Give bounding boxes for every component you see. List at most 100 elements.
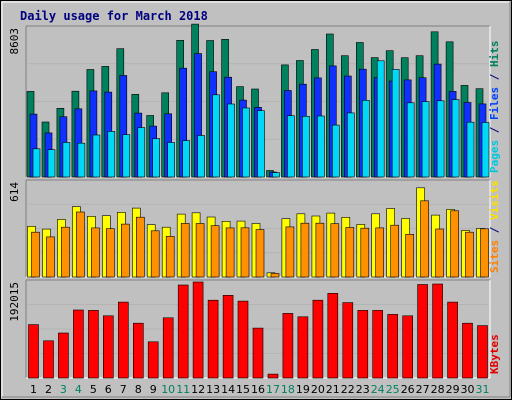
series-legend: Pages / Files / Hits [488,41,501,174]
x-tick-label: 23 [356,383,370,396]
bar-kbytes-day-26 [402,315,414,379]
y-max-label: 614 [8,182,21,202]
bar-sites-day-15 [240,227,250,278]
x-tick-label: 21 [326,383,340,396]
bar-sites-day-14 [225,227,235,278]
legend-part: Sites [488,240,501,273]
bar-kbytes-day-11 [177,284,189,379]
x-tick-label: 18 [281,383,295,396]
bar-kbytes-day-15 [237,300,249,379]
panel-hits_files_pages: 8603 Pages / Files / Hits [8,23,501,178]
bar-sites-day-26 [405,234,415,278]
panel-kbytes: 192015 KBytes [8,279,501,379]
x-tick-label: 19 [296,383,310,396]
bar-pages-day-16 [257,110,265,178]
bar-sites-day-21 [330,223,340,278]
bar-sites-day-27 [420,200,429,278]
bar-sites-day-8 [136,216,145,278]
series-legend: Sites / Visits [488,180,501,273]
bar-sites-day-22 [345,227,355,278]
x-tick-label: 15 [236,383,250,396]
bar-sites-day-20 [315,222,325,278]
legend-part: Visits [488,180,501,220]
x-tick-label: 2 [45,383,52,396]
x-tick-label: 9 [150,383,157,396]
bar-pages-day-10 [167,142,175,178]
bar-kbytes-day-5 [88,310,99,379]
bar-sites-day-6 [106,228,115,278]
bar-pages-day-20 [317,115,325,178]
bar-sites-day-10 [165,236,175,278]
bar-sites-day-25 [390,224,400,278]
legend-part: / [488,120,501,140]
series-legend: KBytes [488,334,501,374]
bar-kbytes-day-4 [73,309,84,379]
bar-pages-day-31 [481,122,490,178]
bar-pages-day-5 [92,134,101,178]
bar-sites-day-3 [61,226,70,278]
x-tick-label: 14 [221,383,235,396]
panel-visits_sites: 614 Sites / Visits [8,179,501,278]
x-tick-label: 28 [431,383,445,396]
x-tick-label: 10 [161,383,175,396]
x-tick-label: 26 [401,383,415,396]
x-tick-label: 17 [266,383,280,396]
bar-sites-day-23 [360,227,370,278]
bar-kbytes-day-16 [252,327,264,379]
bar-sites-day-5 [91,227,100,278]
bar-kbytes-day-17 [267,373,279,379]
legend-part: Pages [488,140,501,173]
bar-kbytes-day-2 [43,340,54,379]
y-max-label: 8603 [8,28,21,55]
x-tick-label: 20 [311,383,325,396]
bar-pages-day-23 [361,100,370,178]
bar-kbytes-day-1 [28,324,39,379]
x-tick-label: 12 [191,383,205,396]
x-tick-label: 30 [461,383,475,396]
legend-part: KBytes [488,334,501,374]
bar-kbytes-day-8 [133,322,144,379]
bar-sites-day-30 [465,231,474,278]
bar-kbytes-day-22 [342,302,354,379]
bar-sites-day-7 [121,223,130,278]
bar-sites-day-9 [150,230,160,278]
bar-kbytes-day-9 [147,341,159,379]
bar-pages-day-8 [137,127,146,178]
bar-kbytes-day-30 [462,322,473,379]
bar-kbytes-day-3 [58,332,69,379]
bar-pages-day-29 [451,99,460,178]
x-tick-label: 13 [206,383,220,396]
x-tick-label: 8 [135,383,142,396]
bar-kbytes-day-13 [207,299,219,379]
x-tick-label: 11 [176,383,190,396]
bar-pages-day-21 [331,124,340,178]
x-tick-label: 7 [120,383,127,396]
y-max-label: 192015 [8,282,21,322]
bar-pages-day-22 [346,112,355,178]
bar-kbytes-day-19 [297,316,309,379]
x-tick-label: 4 [75,383,82,396]
x-tick-label: 24 [371,383,385,396]
bar-pages-day-19 [302,116,310,178]
bar-pages-day-27 [421,101,430,178]
bar-sites-day-2 [46,236,55,278]
bar-kbytes-day-25 [387,314,399,379]
bar-pages-day-3 [62,142,71,178]
bar-pages-day-7 [122,134,131,178]
bar-sites-day-12 [195,223,205,278]
bar-kbytes-day-31 [477,325,488,379]
bar-pages-day-9 [152,138,160,178]
x-tick-label: 27 [416,383,430,396]
bar-pages-day-12 [197,135,205,178]
bar-kbytes-day-24 [372,310,384,379]
bar-pages-day-17 [272,172,280,178]
bar-sites-day-4 [76,211,85,278]
bar-sites-day-1 [31,231,40,278]
bar-pages-day-24 [376,60,385,178]
bar-pages-day-15 [242,107,250,178]
bar-kbytes-day-20 [312,299,324,379]
bar-kbytes-day-18 [282,313,294,379]
x-tick-label: 22 [341,383,355,396]
legend-part: Files [488,87,501,120]
